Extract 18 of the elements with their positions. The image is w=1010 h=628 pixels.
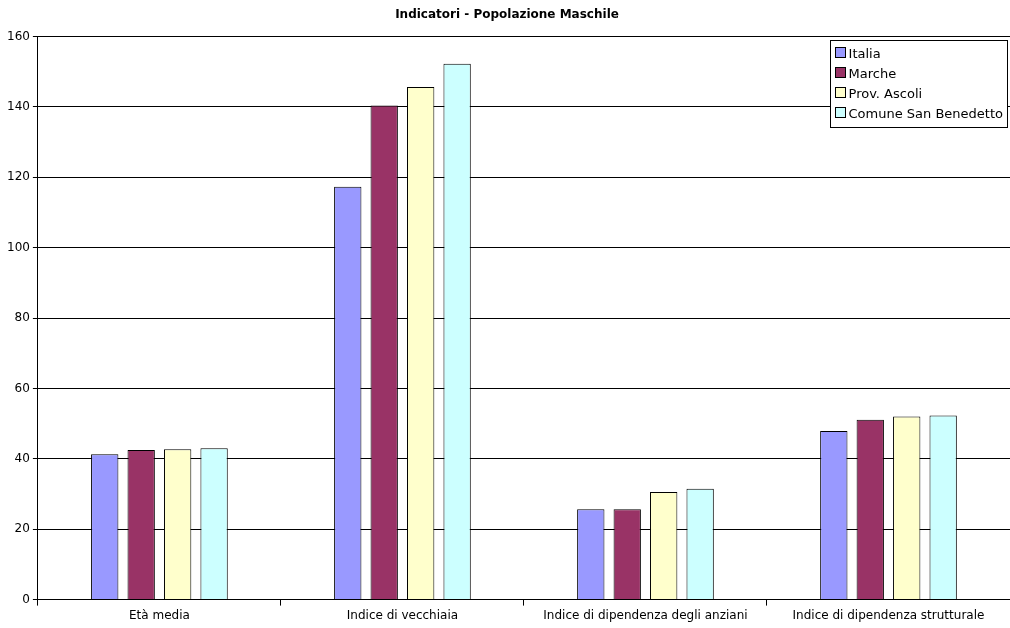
chart-title: Indicatori - Popolazione Maschile — [395, 7, 619, 22]
x-tick-label: Età media — [128, 607, 190, 622]
legend-label: Italia — [847, 45, 882, 63]
y-tick-label: 160 — [7, 28, 30, 43]
legend-label: Prov. Ascoli — [847, 85, 924, 103]
y-tick-label: 80 — [14, 310, 30, 325]
y-tick-label: 60 — [14, 380, 30, 395]
y-tick-label: 40 — [14, 450, 30, 465]
x-tick-label: Indice di vecchiaia — [346, 607, 459, 622]
y-tick-label: 20 — [14, 521, 30, 536]
y-tick-label: 120 — [7, 169, 30, 184]
y-tick-label: 100 — [7, 239, 30, 254]
x-tick-label: Indice di dipendenza strutturale — [792, 607, 985, 622]
x-tick-label: Indice di dipendenza degli anziani — [543, 607, 748, 622]
legend-label: Marche — [847, 65, 898, 83]
y-tick-label: 140 — [7, 98, 30, 113]
y-tick-label: 0 — [22, 591, 30, 606]
legend-label: Comune San Benedetto — [847, 105, 1003, 123]
